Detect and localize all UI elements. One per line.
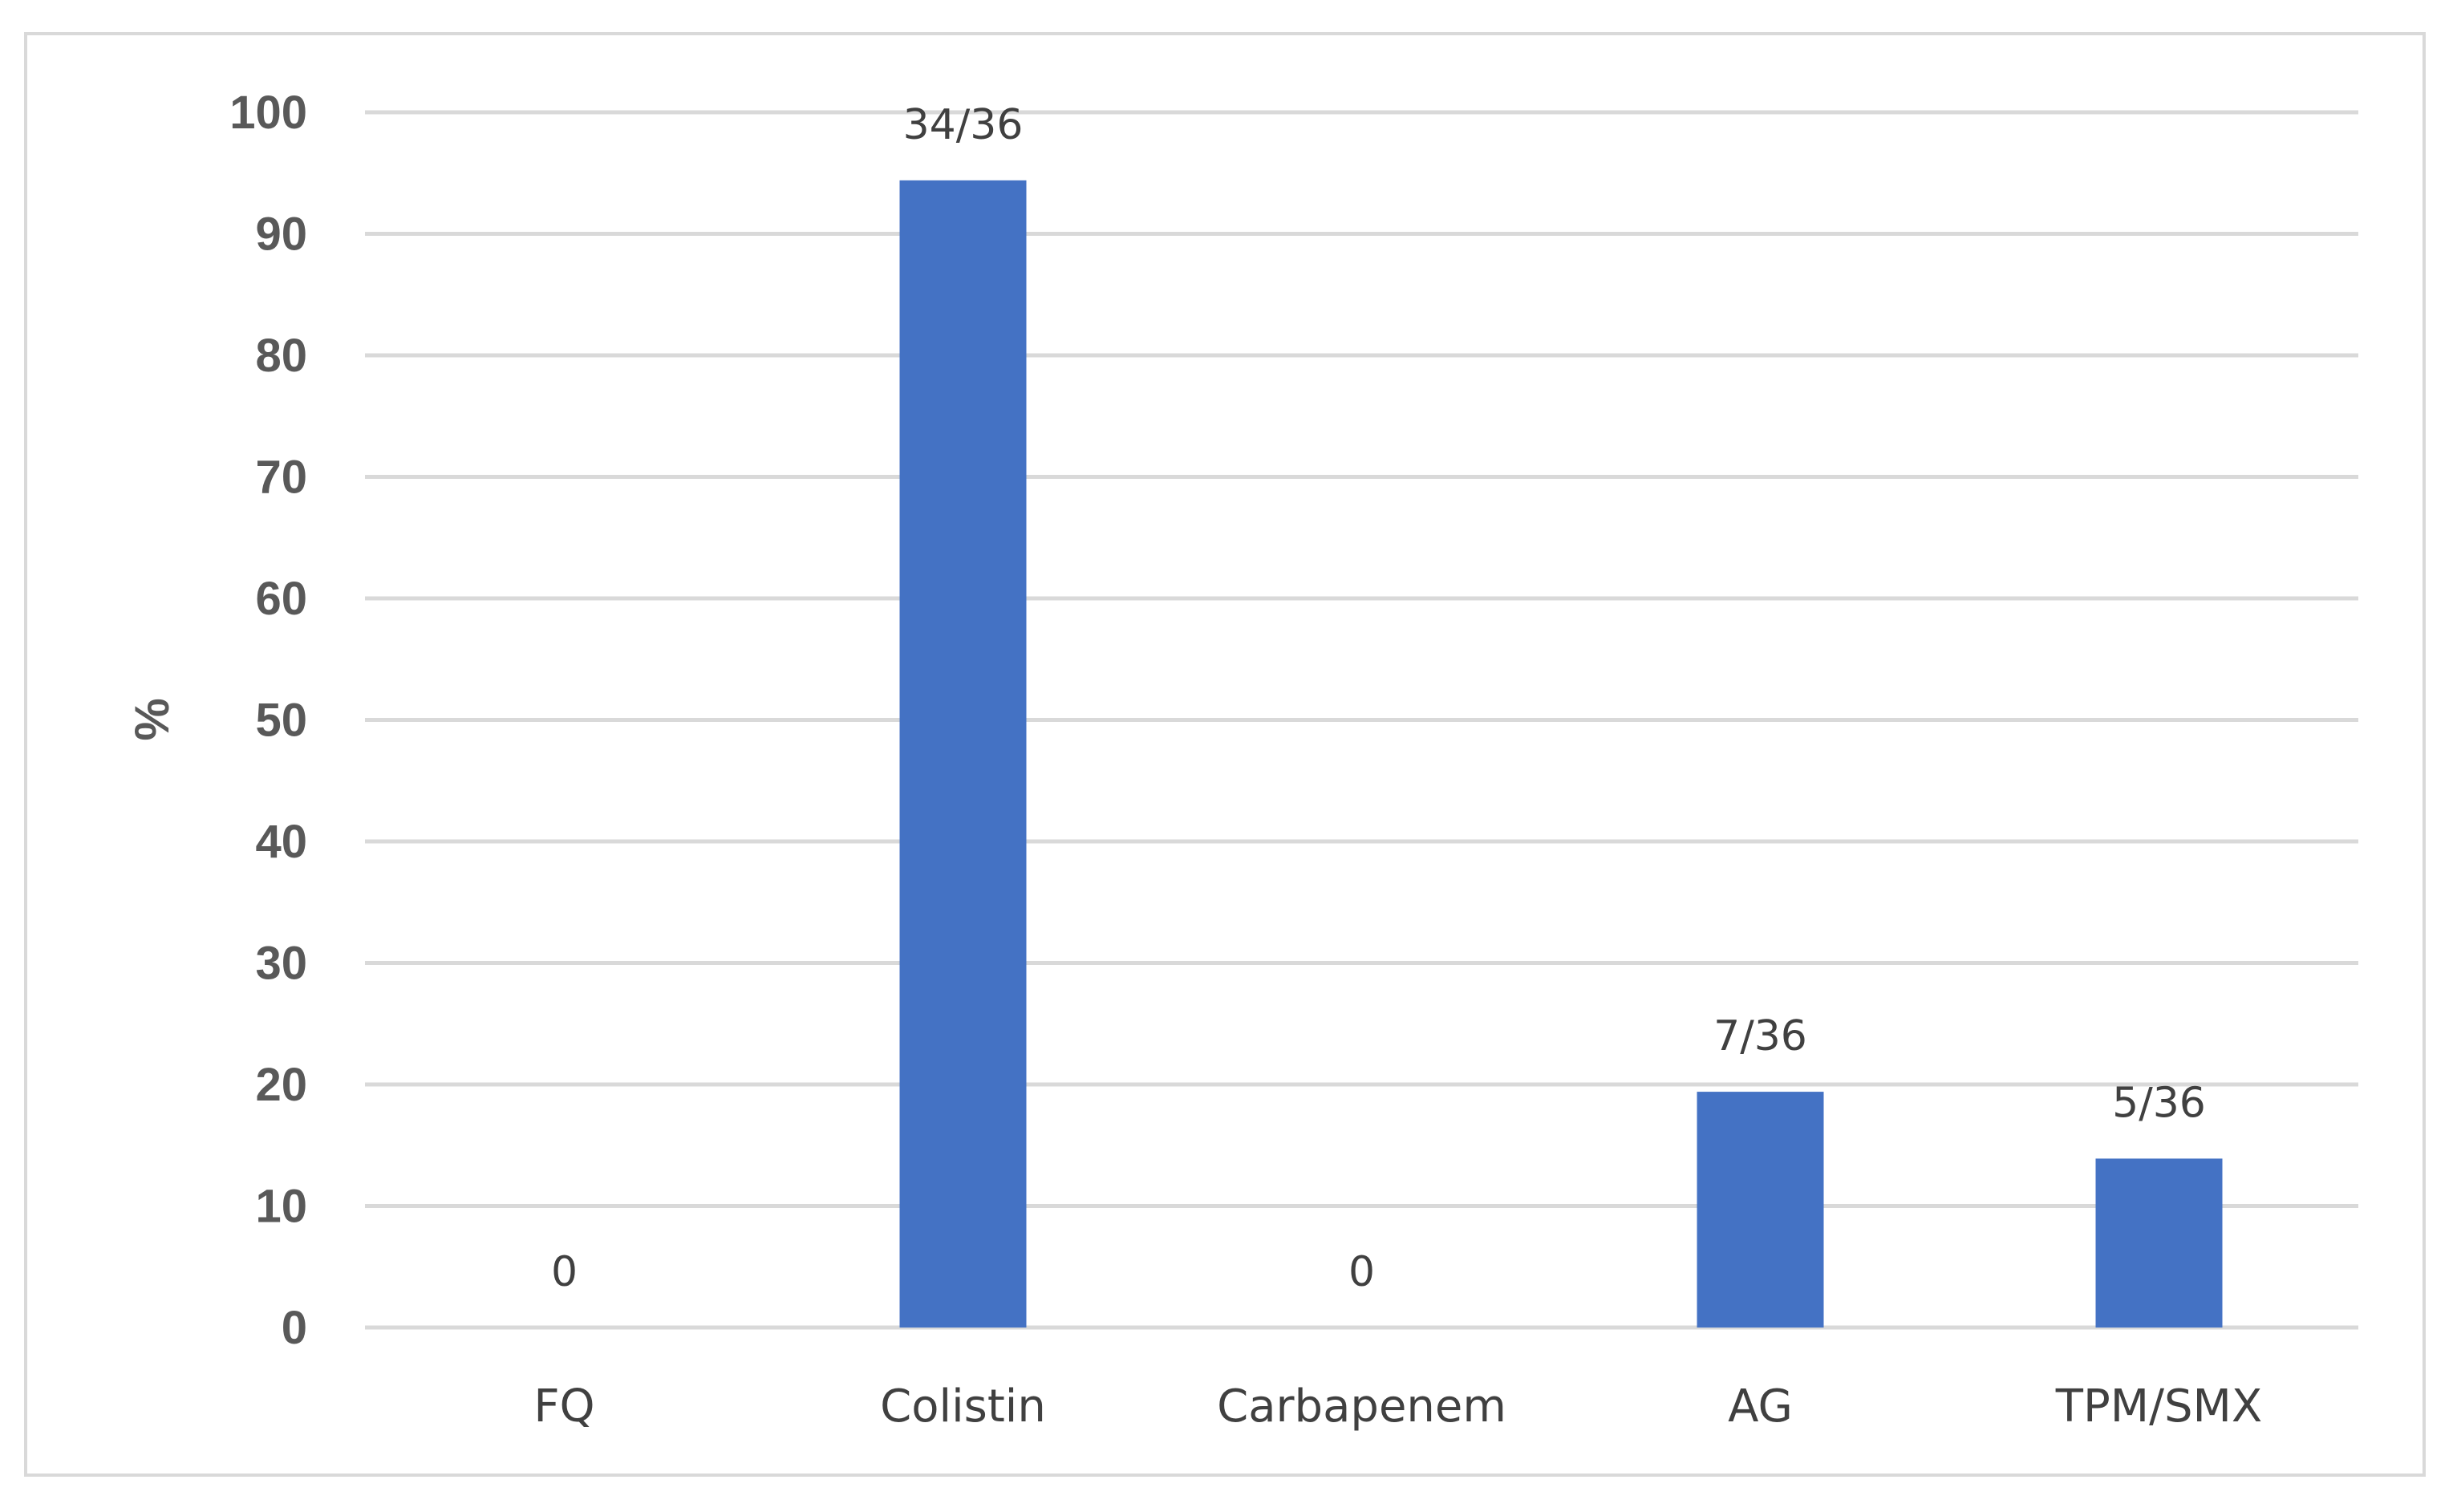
y-tick-label: 50: [255, 695, 307, 747]
y-tick-label: 100: [229, 87, 307, 139]
x-tick-label: Carbapenem: [1217, 1380, 1506, 1433]
x-axis-ticks: FQ Colistin Carbapenem AG TPM/SMX: [533, 1380, 2262, 1433]
y-tick-label: 30: [255, 938, 307, 990]
data-label: 7/36: [1713, 1012, 1807, 1060]
y-tick-label: 40: [255, 816, 307, 868]
y-tick-label: 90: [255, 209, 307, 261]
x-tick-label: TPM/SMX: [2055, 1380, 2262, 1433]
bar: [2095, 1158, 2223, 1328]
y-tick-label: 0: [282, 1302, 307, 1354]
data-label: 0: [1348, 1248, 1375, 1296]
x-tick-label: FQ: [533, 1380, 594, 1433]
data-label: 0: [551, 1248, 578, 1296]
data-label: 34/36: [903, 101, 1024, 149]
y-tick-label: 20: [255, 1059, 307, 1111]
bar: [1697, 1092, 1824, 1328]
x-tick-label: AG: [1728, 1380, 1793, 1433]
bars: [899, 180, 2223, 1328]
y-tick-label: 10: [255, 1181, 307, 1233]
bar: [899, 180, 1027, 1328]
y-axis-label: %: [125, 698, 179, 740]
gridlines: [365, 110, 2358, 1330]
data-label: 5/36: [2112, 1079, 2206, 1127]
y-tick-label: 80: [255, 330, 307, 382]
y-tick-label: 70: [255, 452, 307, 504]
y-axis-ticks: 0 10 20 30 40 50 60 70 80 90 100: [229, 87, 307, 1354]
data-labels: 0 34/36 0 7/36 5/36: [551, 101, 2206, 1296]
y-tick-label: 60: [255, 573, 307, 625]
chart-frame: [24, 32, 2426, 1477]
x-tick-label: Colistin: [880, 1380, 1046, 1433]
